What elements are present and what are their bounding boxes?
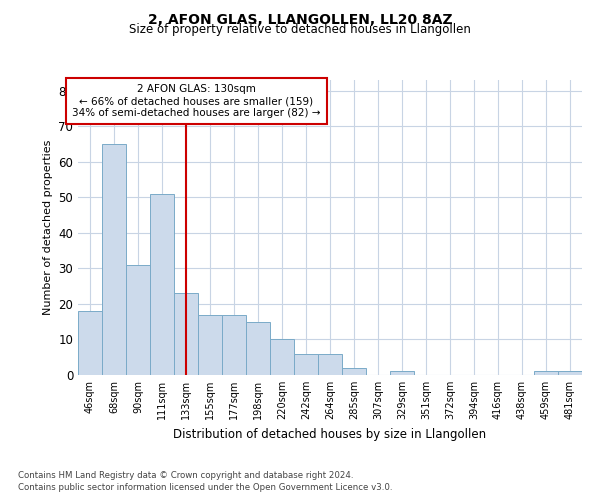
- Bar: [102, 144, 126, 375]
- Bar: [390, 372, 414, 375]
- Bar: [294, 354, 318, 375]
- Text: Size of property relative to detached houses in Llangollen: Size of property relative to detached ho…: [129, 22, 471, 36]
- Bar: [318, 354, 342, 375]
- Text: Contains public sector information licensed under the Open Government Licence v3: Contains public sector information licen…: [18, 484, 392, 492]
- Bar: [198, 314, 222, 375]
- Bar: [342, 368, 366, 375]
- Bar: [534, 372, 558, 375]
- Bar: [222, 314, 246, 375]
- Text: 2 AFON GLAS: 130sqm
← 66% of detached houses are smaller (159)
34% of semi-detac: 2 AFON GLAS: 130sqm ← 66% of detached ho…: [72, 84, 320, 117]
- X-axis label: Distribution of detached houses by size in Llangollen: Distribution of detached houses by size …: [173, 428, 487, 440]
- Text: Contains HM Land Registry data © Crown copyright and database right 2024.: Contains HM Land Registry data © Crown c…: [18, 471, 353, 480]
- Bar: [150, 194, 174, 375]
- Bar: [558, 372, 582, 375]
- Bar: [174, 294, 198, 375]
- Y-axis label: Number of detached properties: Number of detached properties: [43, 140, 53, 315]
- Bar: [78, 311, 102, 375]
- Text: 2, AFON GLAS, LLANGOLLEN, LL20 8AZ: 2, AFON GLAS, LLANGOLLEN, LL20 8AZ: [148, 12, 452, 26]
- Bar: [126, 265, 150, 375]
- Bar: [270, 340, 294, 375]
- Bar: [246, 322, 270, 375]
